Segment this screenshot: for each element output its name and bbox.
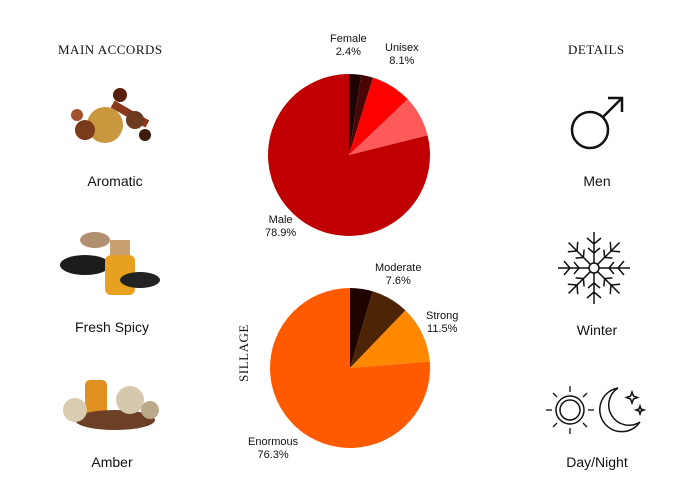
label-unisex: Unisex 8.1% bbox=[385, 42, 419, 67]
sun-moon-icon bbox=[546, 386, 647, 434]
pie-slice-unlabeled-3 bbox=[349, 99, 428, 155]
spice-jar-image bbox=[60, 232, 160, 295]
accord-label: Fresh Spicy bbox=[75, 319, 149, 335]
spices-image bbox=[71, 88, 151, 143]
pie-slice-strong bbox=[350, 310, 430, 368]
pie-slice-unlabeled-0 bbox=[349, 74, 362, 155]
pie-slice-female bbox=[349, 74, 374, 155]
detail-label: Day/Night bbox=[566, 454, 628, 470]
label-female: Female 2.4% bbox=[330, 33, 367, 58]
detail-label: Men bbox=[583, 173, 611, 189]
details-heading: DETAILS bbox=[568, 42, 625, 57]
pie-slice-unisex bbox=[349, 77, 408, 155]
amber-resin-image bbox=[63, 380, 159, 430]
label-strong: Strong 11.5% bbox=[426, 310, 459, 335]
label-enormous: Enormous 76.3% bbox=[248, 436, 299, 461]
pie-slice-enormous bbox=[270, 288, 430, 448]
label-moderate: Moderate 7.6% bbox=[375, 262, 422, 287]
label-male: Male 78.9% bbox=[265, 214, 297, 239]
pie-slice-male bbox=[268, 73, 430, 236]
male-symbol-icon bbox=[570, 96, 624, 150]
snowflake-icon bbox=[557, 232, 631, 305]
accord-label: Amber bbox=[91, 454, 133, 470]
accord-label: Aromatic bbox=[87, 173, 143, 189]
pie-slice-moderate bbox=[350, 291, 406, 368]
main-accords-heading: MAIN ACCORDS bbox=[58, 42, 163, 57]
detail-label: Winter bbox=[576, 322, 618, 338]
pie-slice-unlabeled-0 bbox=[350, 288, 373, 368]
sillage-title: SILLAGE bbox=[235, 324, 251, 382]
